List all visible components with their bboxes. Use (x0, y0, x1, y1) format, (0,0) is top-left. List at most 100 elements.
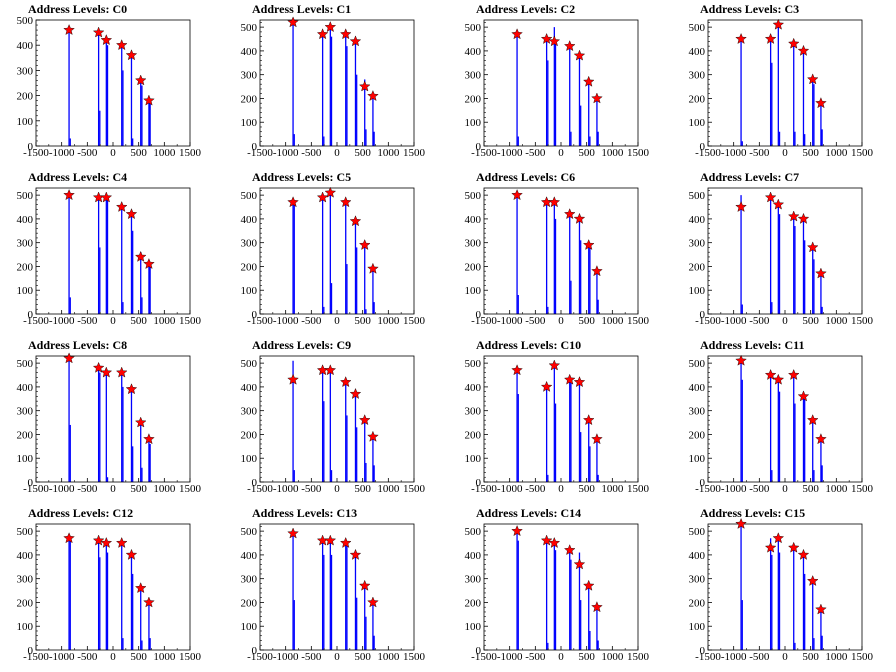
x-tick-label: 500 (130, 147, 147, 159)
y-tick-label: 200 (465, 93, 482, 105)
y-tick-label: 300 (689, 574, 706, 586)
peak-star-marker (143, 258, 155, 269)
plot-frame (483, 355, 639, 483)
y-tick-label: 200 (241, 93, 258, 105)
peak-star-marker (764, 191, 777, 203)
x-tick-label: 1500 (179, 315, 202, 327)
peak-star-marker (115, 200, 128, 212)
y-tick-label: 400 (689, 382, 706, 394)
y-tick-label: 300 (241, 238, 258, 250)
peak-star-marker (797, 44, 810, 56)
peak-star-marker (339, 28, 352, 40)
chart-title: Address Levels: C8 (28, 338, 128, 352)
plot-frame (483, 19, 639, 147)
peak-star-marker (591, 433, 603, 445)
x-tick-label: -1000 (49, 315, 75, 327)
chart-svg: 0 100 200 300 400 500 -1500 -1000 -500 0 500 1000 15… (689, 18, 874, 159)
peak-star-marker (143, 596, 155, 608)
x-tick-label: 1500 (179, 651, 202, 663)
plot-frame (259, 187, 415, 315)
peak-star-marker (324, 364, 337, 376)
x-tick-label: -1000 (497, 651, 523, 663)
y-tick-label: 500 (241, 358, 258, 370)
peak-star-marker (573, 212, 586, 224)
y-tick-label: 400 (465, 214, 482, 226)
peak-star-marker (735, 517, 747, 529)
peak-star-marker (92, 534, 105, 546)
y-tick-label: 100 (465, 285, 482, 297)
x-tick-label: 1500 (179, 147, 202, 159)
peak-star-marker (115, 366, 128, 378)
peak-star-marker (573, 376, 586, 388)
x-tick-label: -1500 (471, 147, 497, 159)
peak-star-marker (134, 582, 147, 594)
peak-star-marker (815, 97, 827, 109)
peak-star-marker (287, 373, 299, 385)
peak-star-marker (573, 558, 586, 570)
peak-star-marker (324, 21, 337, 33)
peak-star-marker (540, 380, 553, 392)
y-tick-label: 200 (689, 429, 706, 441)
peak-star-marker (806, 73, 819, 85)
x-tick-label: 0 (782, 147, 788, 159)
peak-star-marker (764, 368, 777, 380)
x-tick-label: 0 (558, 315, 564, 327)
x-tick-label: 1500 (851, 315, 874, 327)
y-tick-label: 500 (241, 22, 258, 34)
chart-title: Address Levels: C1 (252, 2, 352, 16)
x-tick-label: -1500 (471, 315, 497, 327)
peak-star-marker (358, 414, 371, 426)
x-tick-label: 0 (782, 483, 788, 495)
chart-title: Address Levels: C13 (252, 506, 358, 520)
chart-panel: Address Levels: C1 0 100 200 300 400 500 -1500-… (224, 0, 448, 168)
x-tick-label: -1000 (273, 651, 299, 663)
x-tick-label: -1000 (273, 483, 299, 495)
peak-star-marker (540, 32, 553, 44)
peak-star-marker (511, 189, 523, 201)
plot-frame (35, 187, 191, 315)
y-tick-label: 200 (689, 261, 706, 273)
x-tick-label: -1000 (721, 483, 747, 495)
chart-panel: Address Levels: C11 0 100 200 300 400 500 -1500… (672, 336, 896, 504)
chart-title: Address Levels: C9 (252, 338, 352, 352)
x-tick-label: 1000 (377, 315, 400, 327)
plot-frame (707, 187, 863, 315)
y-tick-label: 300 (17, 238, 34, 250)
x-tick-label: -500 (525, 315, 546, 327)
chart-svg: 0 100 200 300 400 500 -1500 -1000 -500 0 500 1000 15… (241, 16, 426, 159)
peak-star-marker (787, 210, 800, 222)
peak-star-marker (100, 536, 113, 548)
x-tick-label: 1000 (153, 315, 176, 327)
y-tick-label: 100 (17, 285, 34, 297)
y-tick-label: 500 (241, 190, 258, 202)
plot-frame (483, 187, 639, 315)
peak-star-marker (591, 92, 603, 104)
y-tick-label: 500 (689, 22, 706, 34)
x-tick-label: 0 (334, 651, 340, 663)
x-tick-label: -1000 (49, 147, 75, 159)
x-tick-label: 500 (802, 315, 819, 327)
peak-star-marker (367, 430, 379, 442)
y-tick-label: 200 (17, 91, 34, 103)
chart-svg: 0 100 200 300 400 500 -1500 -1000 -500 0 500 1000 15… (17, 523, 202, 663)
y-tick-label: 0 (700, 309, 706, 321)
plot-frame (259, 355, 415, 483)
y-tick-label: 500 (465, 526, 482, 538)
y-tick-label: 400 (17, 382, 34, 394)
x-tick-label: 0 (782, 651, 788, 663)
peak-star-marker (772, 373, 785, 385)
y-tick-label: 0 (476, 477, 482, 489)
y-tick-label: 100 (241, 621, 258, 633)
peak-star-marker (349, 548, 362, 560)
y-tick-label: 400 (241, 46, 258, 58)
y-tick-label: 400 (465, 550, 482, 562)
peak-star-marker (92, 361, 105, 373)
peak-star-marker (287, 16, 299, 28)
peak-star-marker (125, 548, 138, 560)
y-tick-label: 100 (689, 621, 706, 633)
peak-star-marker (787, 37, 800, 49)
y-tick-label: 100 (17, 116, 34, 128)
x-tick-label: 1500 (851, 651, 874, 663)
x-tick-label: -1500 (695, 483, 721, 495)
y-tick-label: 0 (252, 141, 258, 153)
